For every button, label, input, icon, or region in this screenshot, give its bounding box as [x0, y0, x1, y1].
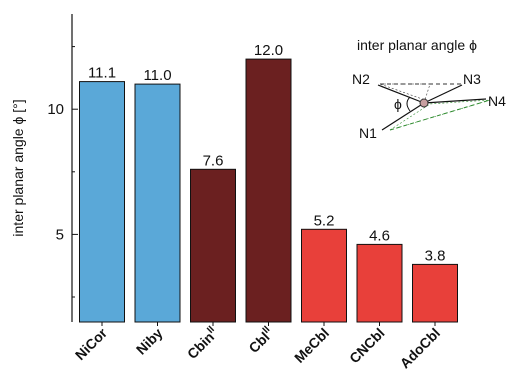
category-label-cbl: CblII — [245, 324, 277, 356]
bar-cncbl — [356, 243, 403, 323]
bond-n2-center — [377, 84, 425, 104]
category-labels-group: NiCor Niby CbinII CblII MeCbl CNCbl AdoCbl — [72, 322, 443, 371]
upper-plane-hatch — [379, 83, 431, 101]
bond-n4-center — [423, 98, 487, 104]
value-label-adocbl: 3.8 — [425, 247, 446, 264]
inset-diagram: inter planar angle ϕ N2 N3 N4 N1 ϕ — [352, 37, 506, 141]
category-label-cbin: CbinII — [183, 324, 221, 362]
value-label-cncbl: 4.6 — [369, 227, 390, 244]
bars-group — [79, 58, 458, 323]
inset-title: inter planar angle ϕ — [357, 37, 477, 53]
y-tick-label-5: 5 — [56, 226, 64, 243]
value-label-mecbl: 5.2 — [314, 212, 335, 229]
category-label-mecbl: MeCbl — [291, 325, 332, 366]
label-n1: N1 — [359, 125, 377, 141]
category-label-nicor: NiCor — [72, 324, 111, 363]
metal-center — [419, 98, 429, 108]
value-label-niby: 11.0 — [143, 67, 171, 84]
bond-n3-center — [423, 84, 463, 104]
bar-cbin — [190, 168, 236, 323]
y-ticks-group: 5 10 — [47, 46, 78, 298]
label-n4: N4 — [488, 93, 506, 109]
label-n3: N3 — [463, 71, 481, 87]
bar-cbl — [245, 58, 292, 323]
value-label-nicor: 11.1 — [88, 65, 116, 82]
y-tick-label-10: 10 — [47, 101, 64, 118]
bond-n1-center — [381, 102, 425, 131]
value-label-cbin: 7.6 — [203, 152, 224, 169]
y-axis-title: inter planar angle ϕ [°] — [10, 99, 26, 236]
category-label-niby: Niby — [133, 325, 166, 358]
bar-mecbl — [301, 228, 347, 323]
value-labels-group: 11.1 11.0 7.6 12.0 5.2 4.6 3.8 — [88, 42, 445, 264]
label-phi: ϕ — [394, 96, 402, 112]
bar-nicor — [79, 81, 125, 323]
value-label-cbl: 12.0 — [254, 42, 283, 59]
bar-adocbl — [412, 263, 458, 323]
label-n2: N2 — [352, 71, 370, 87]
bar-niby — [134, 83, 181, 323]
category-label-adocbl: AdoCbl — [397, 325, 444, 372]
angle-arc — [406, 96, 411, 112]
category-label-cncbl: CNCbl — [346, 325, 388, 367]
lower-plane-edge — [389, 99, 491, 131]
